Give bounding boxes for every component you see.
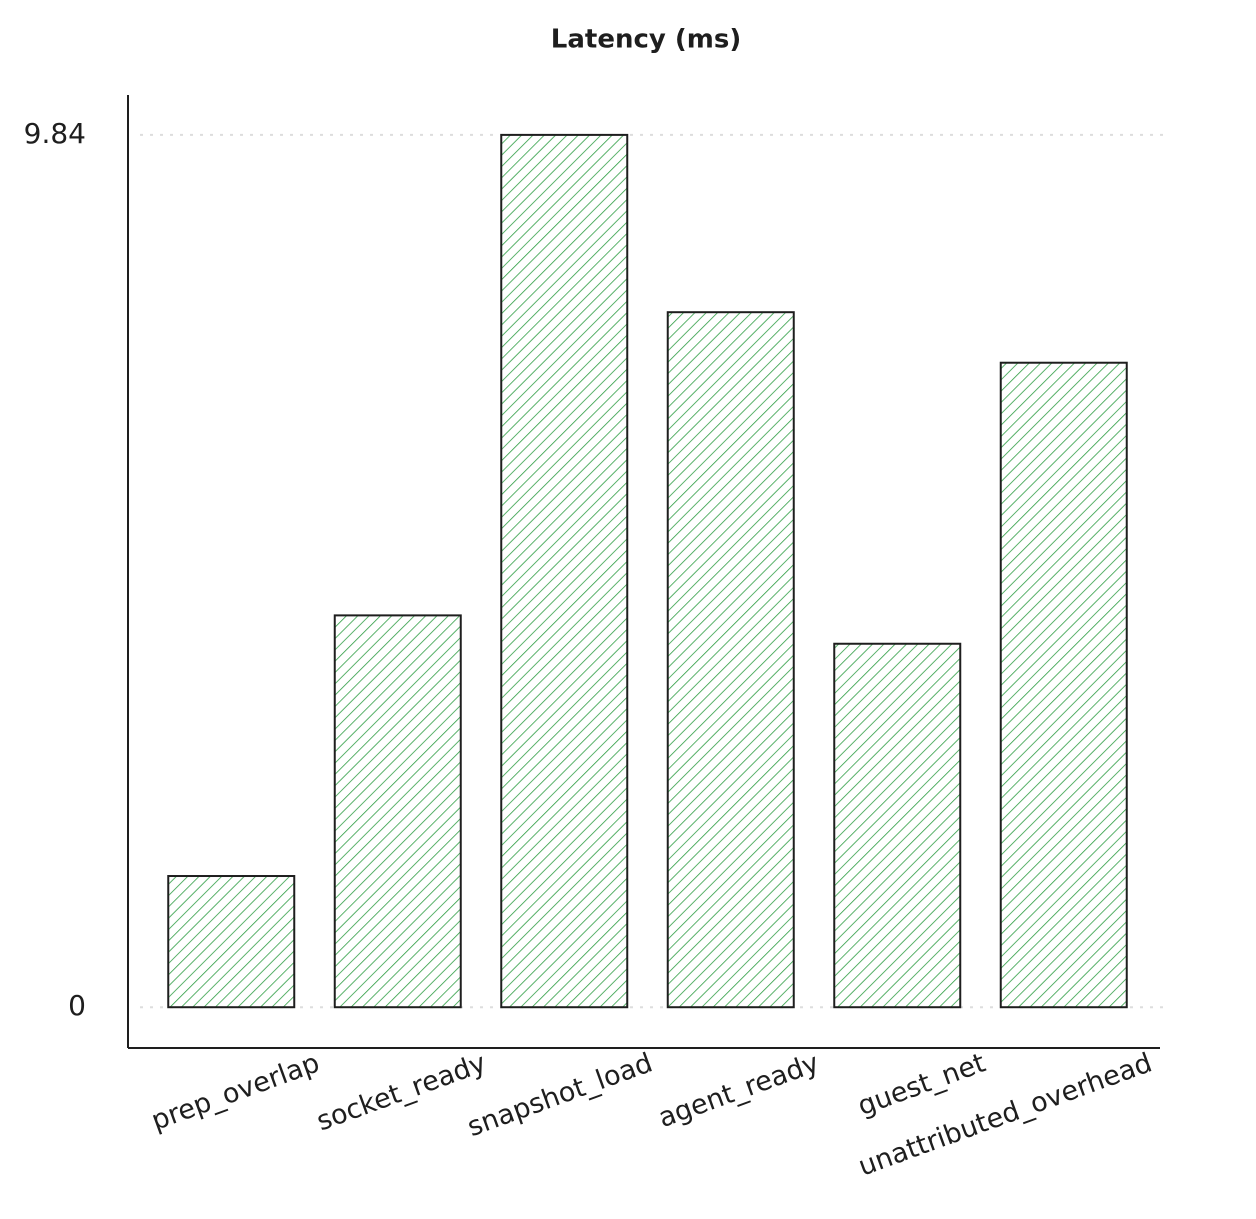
bar (833, 642, 962, 1009)
bar (333, 614, 462, 1009)
y-tick-label: 9.84 (24, 117, 86, 150)
x-tick-label: snapshot_load (463, 1047, 656, 1143)
bar (666, 311, 795, 1009)
x-tick-label: agent_ready (654, 1047, 823, 1134)
x-tick-label: socket_ready (313, 1047, 490, 1137)
chart-title: Latency (ms) (551, 25, 741, 55)
x-tick-label: prep_overlap (147, 1047, 323, 1136)
bar (167, 875, 296, 1009)
y-tick-label: 0 (68, 989, 86, 1022)
x-tick-label: unattributed_overhead (854, 1047, 1156, 1182)
bar (999, 361, 1128, 1009)
bar (500, 133, 629, 1009)
